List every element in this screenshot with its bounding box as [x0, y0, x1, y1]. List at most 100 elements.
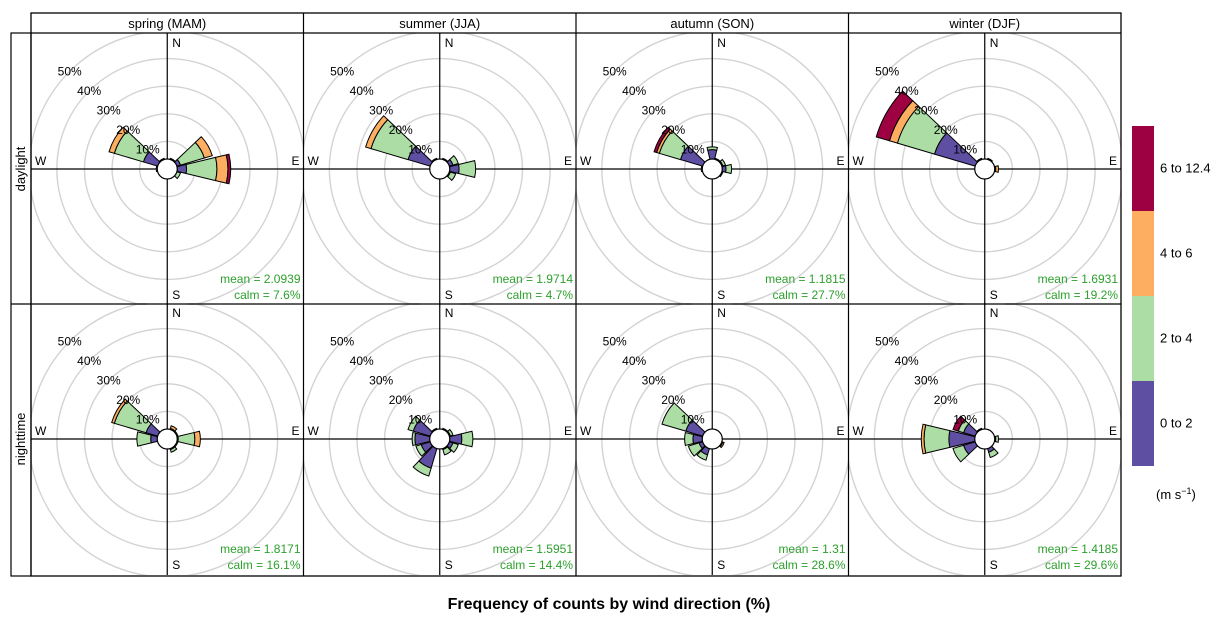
- legend-label: 2 to 4: [1160, 331, 1193, 346]
- column-strip-label: summer (JJA): [399, 16, 480, 31]
- petal-300deg-6-to-12_4: [875, 90, 914, 142]
- petal-150deg-2-to-4: [988, 448, 999, 459]
- mean-annotation: mean = 1.5951: [493, 542, 574, 556]
- compass-label-n: N: [990, 306, 999, 320]
- figure-title: Frequency of counts by wind direction (%…: [448, 596, 771, 613]
- radial-tick-label: 10%: [408, 412, 432, 426]
- compass-label-s: S: [990, 288, 998, 302]
- radial-tick-label: 20%: [116, 393, 140, 407]
- radial-tick-label: 40%: [350, 84, 374, 98]
- radial-tick-label: 30%: [97, 373, 121, 387]
- petal-60deg-4-to-6: [194, 135, 213, 159]
- radial-tick-label: 50%: [603, 64, 627, 78]
- calm-annotation: calm = 27.7%: [772, 288, 845, 302]
- petal-30deg-4-to-6: [169, 425, 178, 432]
- compass-label-s: S: [717, 288, 725, 302]
- radial-tick-label: 10%: [681, 142, 705, 156]
- radial-tick-label: 30%: [642, 103, 666, 117]
- row-strip-label: nighttime: [13, 413, 28, 466]
- compass-label-e: E: [1109, 424, 1117, 438]
- calm-annotation: calm = 7.6%: [234, 288, 301, 302]
- legend-label: 0 to 2: [1160, 416, 1193, 431]
- compass-label-e: E: [564, 154, 572, 168]
- radial-tick-label: 50%: [603, 334, 627, 348]
- mean-annotation: mean = 2.0939: [220, 272, 301, 286]
- petal-60deg-2-to-4: [719, 158, 727, 167]
- legend-swatch: [1132, 381, 1154, 466]
- mean-annotation: mean = 1.31: [778, 542, 845, 556]
- compass-label-s: S: [445, 288, 453, 302]
- calm-annotation: calm = 28.6%: [772, 558, 845, 572]
- compass-label-e: E: [292, 154, 300, 168]
- calm-annotation: calm = 19.2%: [1045, 288, 1118, 302]
- compass-label-e: E: [564, 424, 572, 438]
- compass-label-n: N: [172, 36, 181, 50]
- mean-annotation: mean = 1.6931: [1038, 272, 1119, 286]
- petal-90deg-2-to-4: [994, 435, 1000, 443]
- compass-label-e: E: [292, 424, 300, 438]
- compass-label-s: S: [717, 558, 725, 572]
- compass-label-n: N: [172, 306, 181, 320]
- petal-270deg-2-to-4: [684, 431, 695, 447]
- radial-tick-label: 20%: [934, 393, 958, 407]
- radial-tick-label: 20%: [389, 393, 413, 407]
- calm-annotation: calm = 29.6%: [1045, 558, 1118, 572]
- mean-annotation: mean = 1.1815: [765, 272, 846, 286]
- compass-label-w: W: [308, 424, 320, 438]
- petal-90deg-4-to-6: [193, 430, 201, 448]
- calm-circle: [429, 158, 451, 180]
- petal-270deg-2-to-4: [411, 431, 417, 447]
- petal-300deg-6-to-12_4: [653, 126, 671, 154]
- calm-circle: [156, 158, 178, 180]
- petal-90deg-4-to-6: [994, 165, 1000, 173]
- petal-90deg-6-to-12_4: [225, 153, 232, 185]
- radial-tick-label: 40%: [77, 84, 101, 98]
- radial-tick-label: 30%: [369, 373, 393, 387]
- calm-annotation: calm = 4.7%: [507, 288, 574, 302]
- compass-label-s: S: [172, 288, 180, 302]
- radial-tick-label: 50%: [875, 334, 899, 348]
- petal-90deg-2-to-4: [457, 160, 477, 178]
- legend: 6 to 12.4 4 to 6 2 to 4 0 to 2 (m s−1): [1132, 126, 1211, 502]
- compass-label-w: W: [580, 154, 592, 168]
- compass-label-s: S: [172, 558, 180, 572]
- radial-tick-label: 40%: [350, 354, 374, 368]
- petal-240deg-2-to-4: [415, 443, 427, 457]
- radial-tick-label: 40%: [77, 354, 101, 368]
- radial-tick-label: 50%: [330, 334, 354, 348]
- compass-label-e: E: [1109, 154, 1117, 168]
- legend-swatch: [1132, 296, 1154, 381]
- petal-210deg-2-to-4: [696, 450, 709, 461]
- calm-circle: [429, 428, 451, 450]
- mean-annotation: mean = 1.4185: [1038, 542, 1119, 556]
- petal-90deg-2-to-4: [725, 163, 733, 175]
- petal-60deg-2-to-4: [447, 428, 454, 437]
- radial-tick-label: 50%: [58, 334, 82, 348]
- radial-tick-label: 20%: [934, 123, 958, 137]
- compass-label-e: E: [837, 154, 845, 168]
- radial-tick-label: 20%: [661, 123, 685, 137]
- compass-label-w: W: [580, 424, 592, 438]
- petal-270deg-4-to-6: [920, 423, 927, 455]
- petal-300deg-4-to-6: [108, 126, 128, 154]
- legend-swatch: [1132, 211, 1154, 296]
- petal-90deg-2-to-4: [177, 431, 196, 447]
- petal-120deg-2-to-4: [449, 442, 459, 454]
- radial-tick-label: 10%: [136, 412, 160, 426]
- calm-circle: [156, 428, 178, 450]
- radial-tick-label: 30%: [914, 103, 938, 117]
- petal-120deg-2-to-4: [447, 171, 457, 182]
- compass-label-w: W: [35, 424, 47, 438]
- calm-circle: [974, 158, 996, 180]
- compass-label-n: N: [717, 306, 726, 320]
- compass-label-w: W: [35, 154, 47, 168]
- petal-240deg-2-to-4: [952, 444, 970, 463]
- petal-300deg-2-to-4: [407, 415, 421, 432]
